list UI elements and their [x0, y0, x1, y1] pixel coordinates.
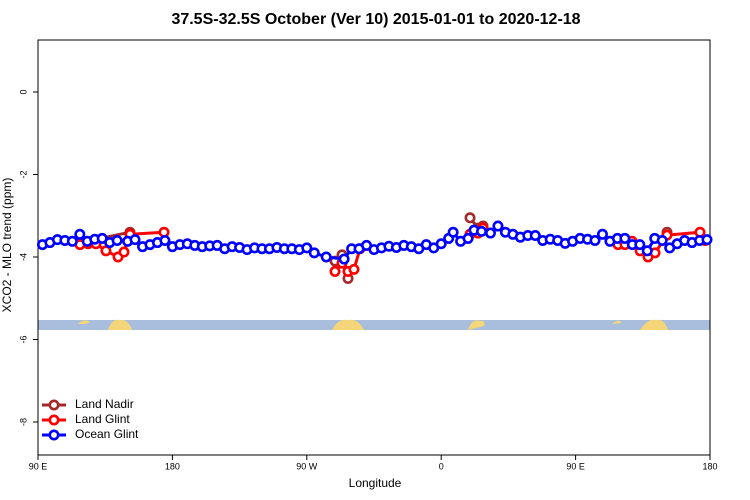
x-tick-label: 90 E — [29, 461, 48, 471]
series-point — [159, 234, 171, 246]
x-tick-label: 180 — [702, 461, 717, 471]
series-point — [301, 242, 313, 254]
y-axis-label: XCO2 - MLO trend (ppm) — [0, 178, 14, 313]
legend-marker — [48, 399, 60, 411]
series-point — [464, 212, 476, 224]
series-point — [596, 228, 608, 240]
legend-label: Land Nadir — [75, 397, 134, 411]
series-point — [320, 251, 332, 263]
legend-marker — [48, 429, 60, 441]
series-point — [641, 245, 653, 257]
legend-marker — [48, 414, 60, 426]
series-point — [118, 246, 130, 258]
y-tick-label: -4 — [18, 253, 28, 261]
y-tick-label: -2 — [18, 170, 28, 178]
series-point — [462, 232, 474, 244]
series-point — [329, 265, 341, 277]
series-point — [74, 228, 86, 240]
y-tick-label: -8 — [18, 418, 28, 426]
series-point — [619, 232, 631, 244]
series-point — [484, 227, 496, 239]
series-point — [701, 234, 713, 246]
series-point — [308, 247, 320, 259]
series-point — [634, 239, 646, 251]
x-tick-label: 90 W — [296, 461, 318, 471]
series-point — [589, 234, 601, 246]
series-point — [66, 235, 78, 247]
chart-title: 37.5S-32.5S October (Ver 10) 2015-01-01 … — [171, 11, 580, 28]
series-point — [129, 234, 141, 246]
series-point — [529, 230, 541, 242]
x-tick-label: 90 E — [566, 461, 585, 471]
series-point — [100, 245, 112, 257]
series-point — [111, 234, 123, 246]
x-tick-label: 0 — [439, 461, 444, 471]
y-tick-label: 0 — [18, 89, 28, 94]
series-point — [656, 234, 668, 246]
series-point — [447, 226, 459, 238]
y-tick-label: -6 — [18, 335, 28, 343]
series-point — [492, 220, 504, 232]
series-point — [435, 238, 447, 250]
x-axis-label: Longitude — [349, 476, 402, 490]
legend-label: Ocean Glint — [75, 427, 139, 441]
map-strip — [38, 319, 710, 330]
series-point — [348, 263, 360, 275]
series-point — [338, 253, 350, 265]
x-tick-label: 180 — [165, 461, 180, 471]
legend-label: Land Glint — [75, 412, 130, 426]
series-point — [476, 225, 488, 237]
